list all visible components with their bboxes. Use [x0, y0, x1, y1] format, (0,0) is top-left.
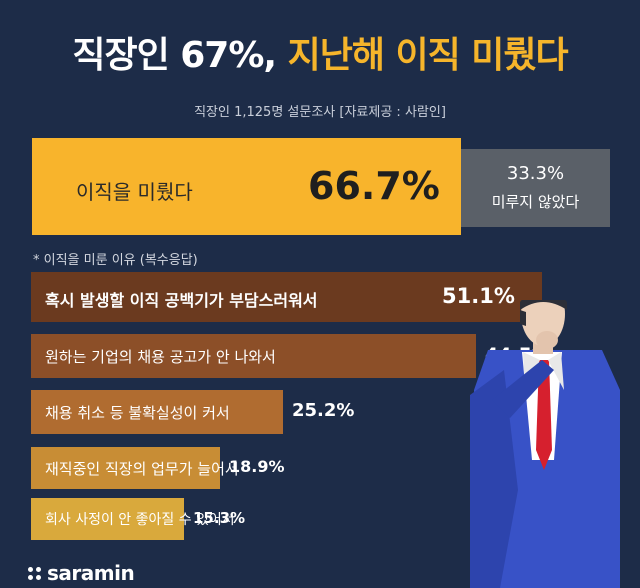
postponed-label: 이직을 미뤘다	[76, 180, 193, 204]
page-title: 직장인 67%, 지난해 이직 미뤘다	[0, 26, 640, 78]
reason-bar-label: 혹시 발생할 이직 공백기가 부담스러워서	[45, 291, 318, 310]
not-postponed-summary-box: 33.3% 미루지 않았다	[461, 149, 610, 227]
reason-bar	[31, 447, 220, 489]
reason-bar	[31, 272, 542, 322]
reason-bar-label: 채용 취소 등 불확실성이 커서	[45, 404, 230, 422]
businessman-illustration	[470, 300, 620, 588]
reason-bar-label: 원하는 기업의 채용 공고가 안 나와서	[45, 348, 276, 366]
reason-bar-value: 18.9%	[229, 457, 285, 476]
reason-bar-value: 25.2%	[292, 400, 355, 421]
not-postponed-value: 33.3%	[506, 163, 565, 184]
postponed-summary-box: 이직을 미뤘다 66.7%	[32, 138, 461, 235]
title-part-white: 직장인 67%,	[72, 35, 277, 76]
reason-bar-value: 15.3%	[193, 508, 246, 527]
reason-bar-label: 재직중인 직장의 업무가 늘어서	[45, 460, 239, 478]
reason-bar	[31, 498, 184, 540]
saramin-logo-text: saramin	[47, 561, 135, 585]
reason-bar	[31, 390, 283, 434]
survey-subtitle: 직장인 1,125명 설문조사 [자료제공 : 사람인]	[194, 105, 446, 120]
reason-bar	[31, 334, 476, 378]
title-part-yellow: 지난해 이직 미뤘다	[287, 35, 569, 76]
reasons-note: * 이직을 미룬 이유 (복수응답)	[33, 253, 198, 268]
saramin-logo: saramin	[28, 561, 135, 585]
not-postponed-label: 미루지 않았다	[491, 193, 580, 211]
postponed-value: 66.7%	[308, 164, 440, 208]
reason-bar-label: 회사 사정이 안 좋아질 수 있어서	[45, 512, 235, 528]
reason-bar-value: 51.1%	[442, 283, 515, 308]
saramin-logo-icon	[28, 566, 41, 580]
